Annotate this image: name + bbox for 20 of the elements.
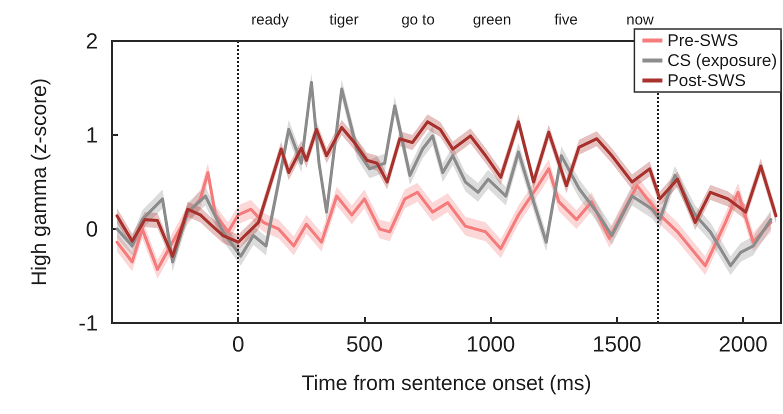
y-tick-label: 2: [86, 28, 98, 54]
text: now: [626, 12, 654, 28]
legend-label: Post-SWS: [667, 71, 746, 90]
y-axis-title: High gamma (z-score): [28, 78, 51, 286]
text: green: [472, 12, 512, 28]
x-tick-label: 500: [346, 332, 383, 356]
text: tiger: [329, 12, 359, 28]
x-tick-label: 2000: [718, 332, 768, 356]
legend-label: Pre-SWS: [667, 31, 738, 50]
text: ready: [251, 12, 290, 28]
x-tick-label: 1500: [592, 332, 642, 356]
text: go to: [401, 12, 435, 28]
y-tick-label: 0: [86, 216, 98, 242]
x-tick-label: 1000: [466, 332, 516, 356]
y-tick-label: -1: [78, 310, 98, 336]
text: five: [554, 12, 578, 28]
y-tick-label: 1: [86, 122, 98, 148]
legend-label: CS (exposure): [667, 51, 778, 70]
x-tick-label: 0: [232, 332, 244, 356]
x-axis-title: Time from sentence onset (ms): [302, 372, 592, 395]
